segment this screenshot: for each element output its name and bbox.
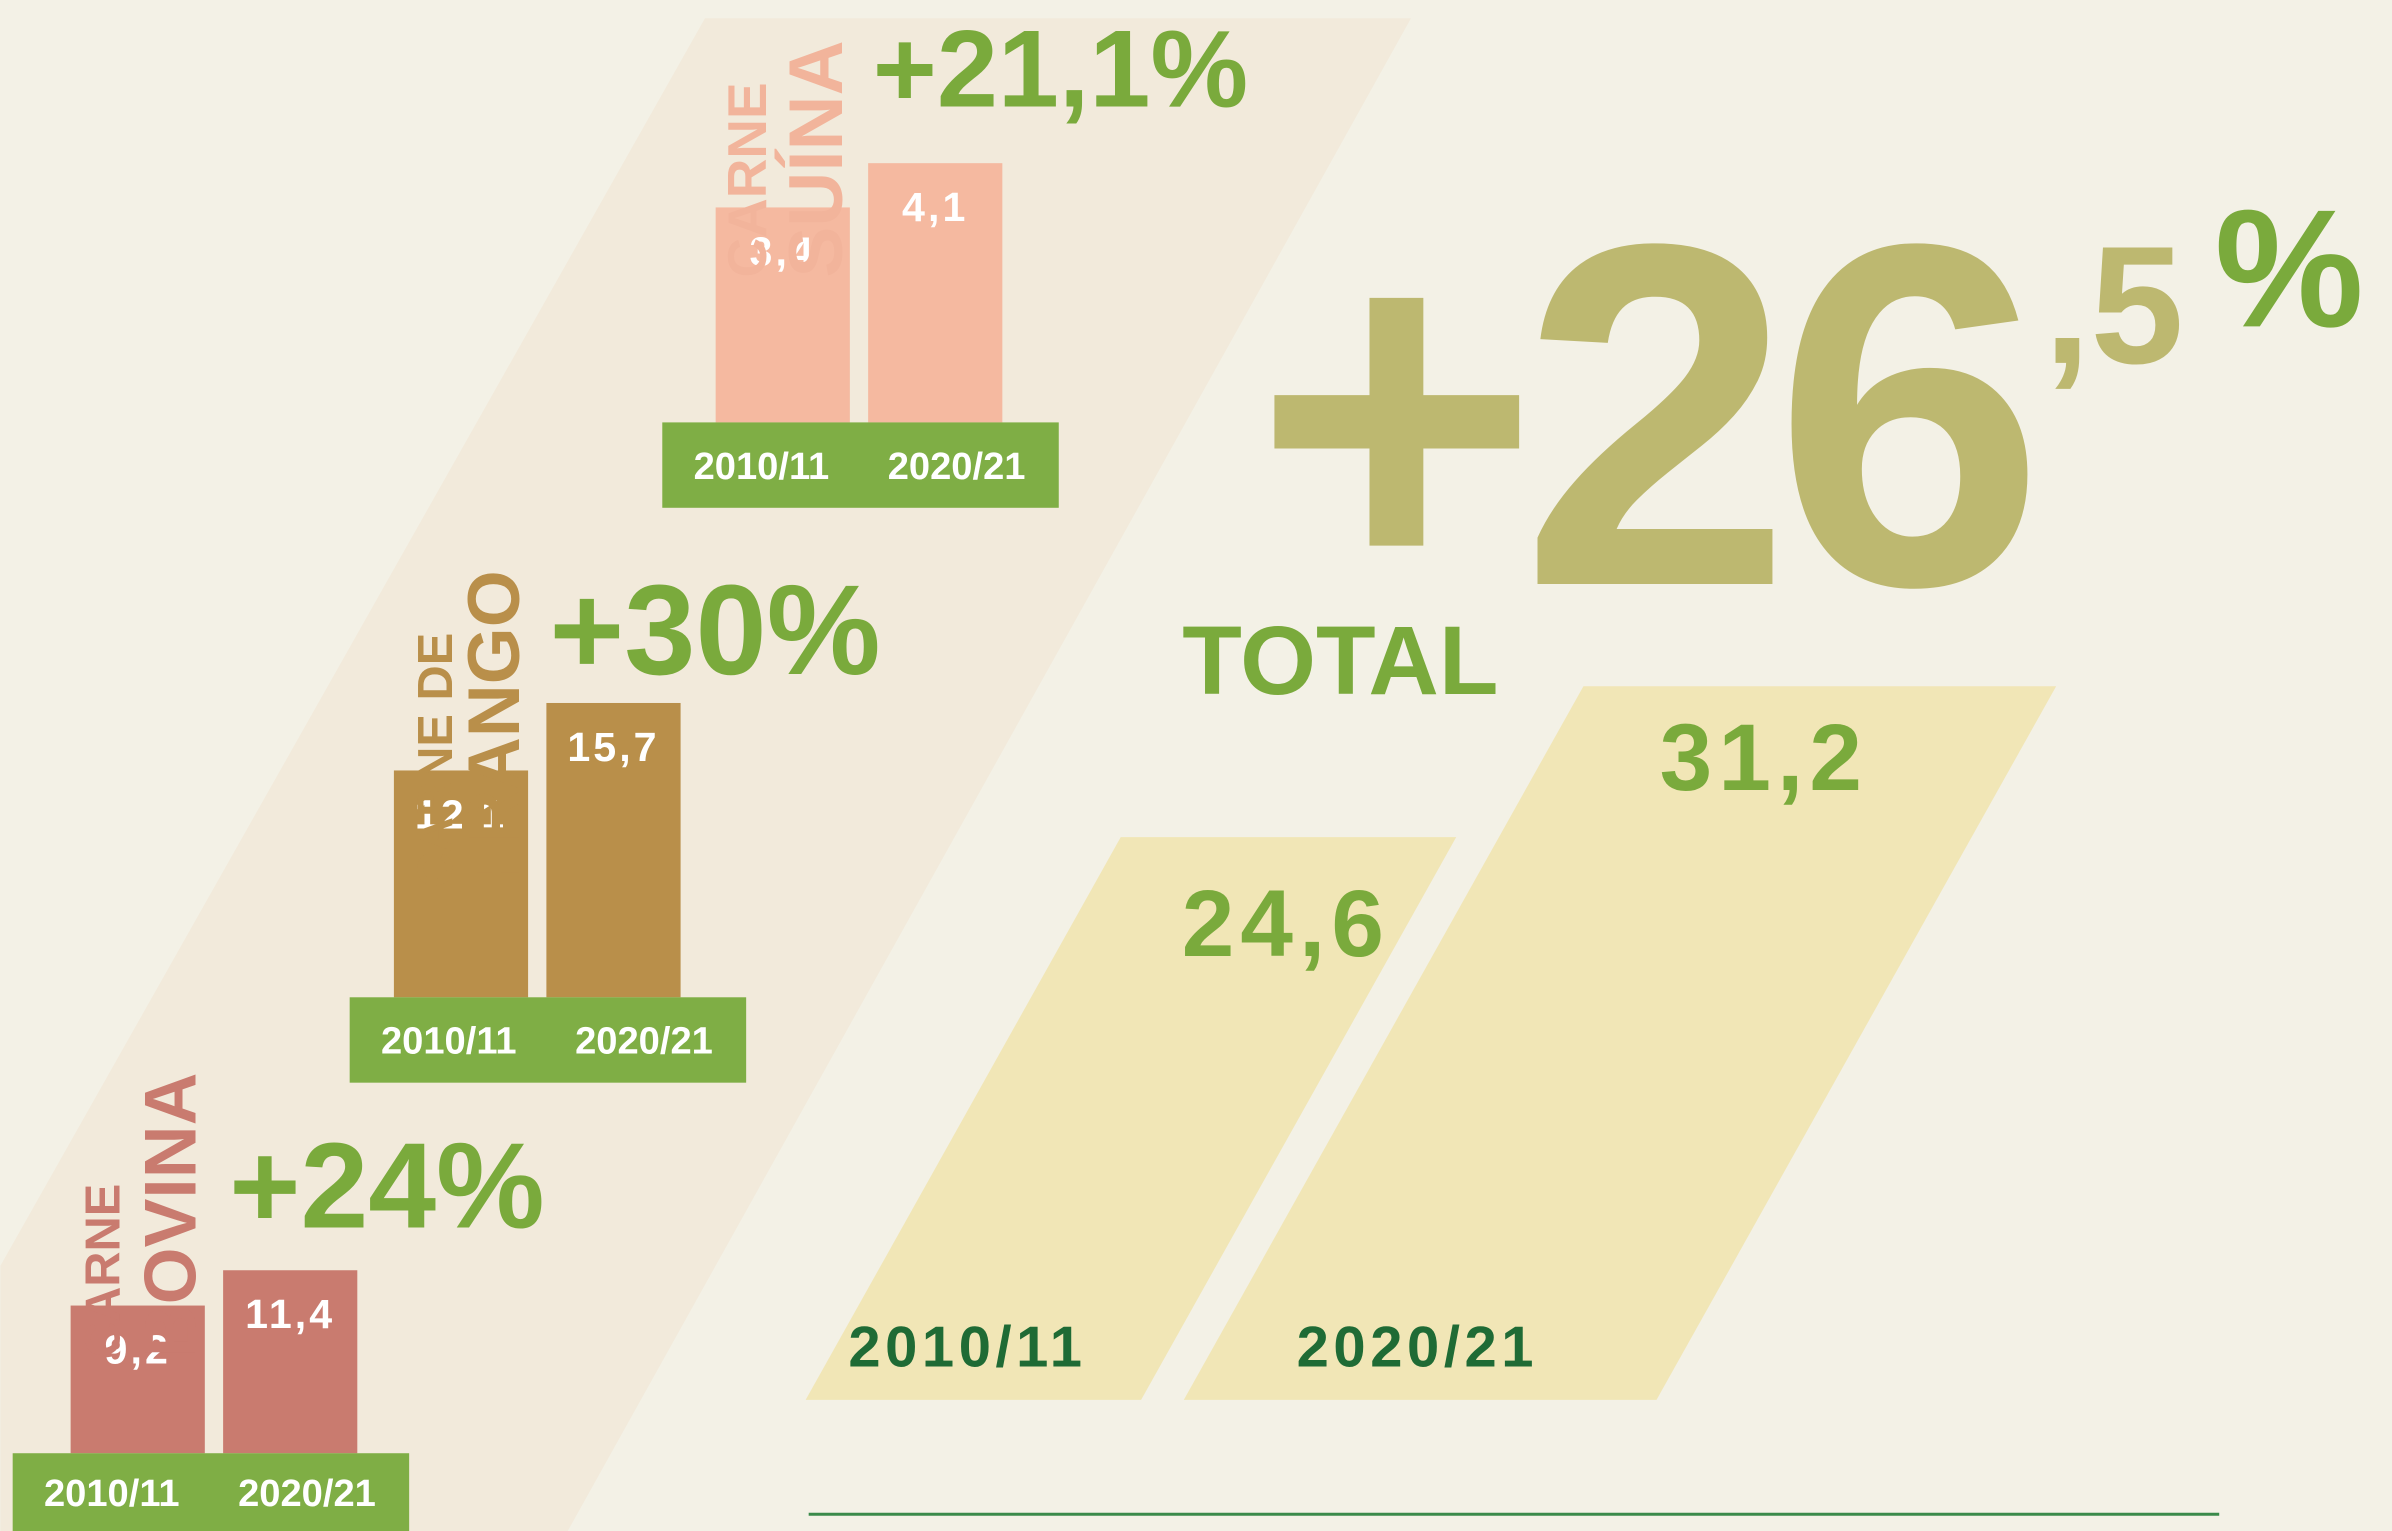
total-change-decimal: ,5	[2044, 211, 2184, 399]
skewed-bar	[1183, 686, 2057, 1400]
chart-title: BOVINA	[130, 1073, 212, 1358]
bar	[868, 163, 1003, 423]
category-label: 2010/11	[694, 445, 830, 488]
value-label: 11,4	[245, 1291, 335, 1337]
total-change-percent: %	[2215, 174, 2364, 362]
chart-title: CARNE	[76, 1184, 130, 1357]
value-label: 4,1	[902, 184, 968, 230]
bar	[393, 770, 529, 998]
category-label: 2020/21	[575, 1020, 713, 1063]
chart-title: FRANGO	[453, 570, 535, 887]
chart-title: TOTAL	[1182, 606, 1498, 715]
diagonal-band	[0, 18, 1412, 1531]
change-annotation: +24%	[229, 1118, 544, 1254]
value-label: 9,2	[105, 1327, 171, 1373]
total-change: +26	[1254, 143, 2033, 688]
category-label: 2010/11	[381, 1020, 517, 1063]
category-base	[349, 997, 747, 1083]
value-label: 24,6	[1182, 871, 1390, 977]
category-label: 2020/21	[238, 1472, 376, 1515]
bar	[223, 1270, 358, 1454]
change-annotation: +30%	[549, 559, 880, 702]
bar	[70, 1305, 205, 1454]
category-base	[662, 422, 1059, 508]
value-label: 12,1	[415, 791, 507, 837]
category-label: 2020/21	[888, 445, 1026, 488]
chart-title: CARNE DE	[409, 633, 463, 888]
change-annotation: +21,1%	[873, 9, 1248, 131]
chart-title: CARNE	[716, 82, 778, 277]
category-label: 2010/11	[44, 1472, 180, 1515]
value-label: 3,4	[750, 228, 816, 274]
skewed-bar	[805, 837, 1457, 1400]
bar	[715, 207, 850, 423]
bar	[546, 702, 681, 998]
category-label: 2020/21	[1297, 1315, 1538, 1379]
value-label: 15,7	[567, 724, 659, 770]
chart-title: SUÍNA	[774, 40, 859, 277]
value-label: 31,2	[1660, 705, 1868, 811]
category-base	[12, 1453, 410, 1531]
category-label: 2010/11	[848, 1315, 1086, 1379]
